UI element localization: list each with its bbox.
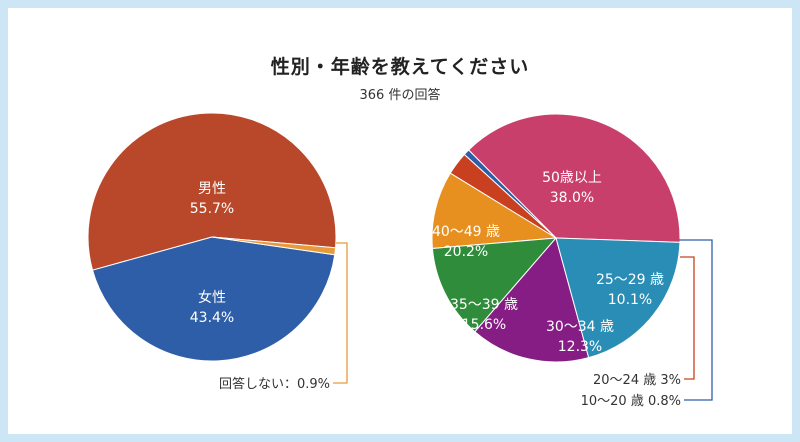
pie-slice: [555, 237, 681, 359]
pie-slice: [467, 113, 681, 243]
pie-slice: [91, 236, 336, 362]
callout-label: 10〜20 歳 0.8%: [581, 394, 681, 409]
slice-label: 50歳以上: [542, 170, 602, 186]
slice-label: 35〜39 歳: [450, 297, 518, 313]
pie-slice: [431, 237, 558, 333]
slice-value-label: 15.6%: [462, 317, 506, 333]
slice-value-label: 20.2%: [444, 244, 488, 260]
pie-slice: [211, 236, 337, 256]
callout-leader-line: [680, 256, 695, 380]
pie-slice: [87, 112, 337, 271]
callout-leader-line: [333, 242, 348, 384]
slice-value-label: 38.0%: [550, 190, 594, 206]
slice-value-label: 43.4%: [190, 310, 234, 326]
slice-label: 25〜29 歳: [596, 272, 664, 288]
callout-leader-line: [679, 239, 713, 401]
slice-label: 男性: [198, 181, 226, 197]
callout-label: 回答しない：0.9%: [219, 376, 330, 392]
slice-value-label: 12.3%: [558, 339, 602, 355]
response-count: 366 件の回答: [359, 88, 441, 103]
chart-title: 性別・年齢を教えてください: [270, 56, 530, 78]
slice-label: 30〜34 歳: [546, 319, 614, 335]
slice-value-label: 55.7%: [190, 201, 234, 217]
slice-value-label: 10.1%: [608, 292, 652, 308]
slice-label: 女性: [198, 289, 226, 306]
pie-slice: [474, 236, 590, 363]
pie-slice: [431, 172, 558, 250]
callout-label: 20〜24 歳 3%: [593, 373, 681, 388]
slice-label: 40〜49 歳: [432, 224, 500, 240]
